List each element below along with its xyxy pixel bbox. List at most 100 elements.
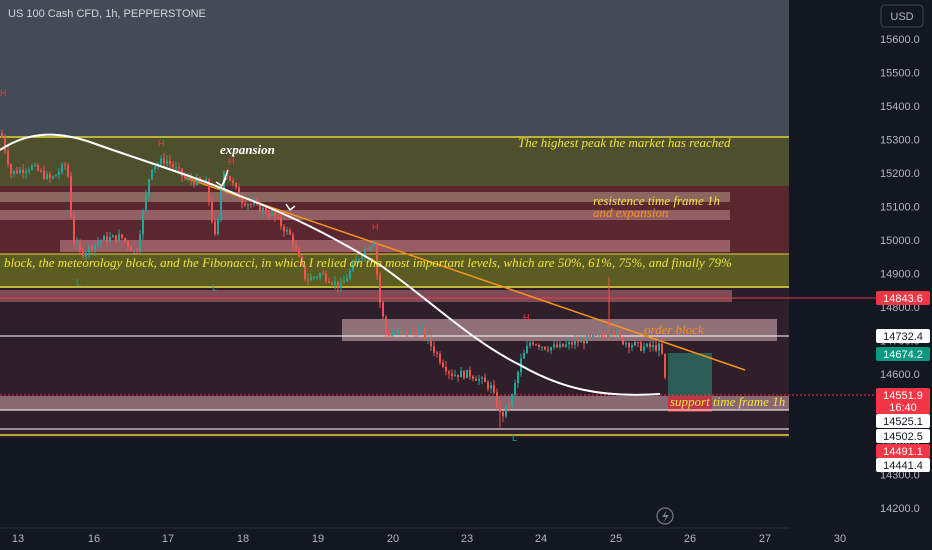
candle-body [196, 177, 198, 185]
candle-body [427, 337, 429, 339]
candle-body [442, 362, 444, 367]
annotation-peak: The highest peak the market has reached [518, 135, 731, 150]
candle-body [229, 175, 231, 181]
candle-body [535, 344, 537, 346]
y-tick-label: 15400.0 [880, 101, 920, 113]
candle-body [145, 193, 147, 211]
candle-body [472, 376, 474, 379]
candle-body [469, 369, 471, 377]
lightning-bolt-icon [662, 510, 669, 523]
order-block-box [342, 319, 777, 341]
candle-body [625, 343, 627, 345]
candle-body [523, 353, 525, 359]
candle-body [127, 241, 129, 247]
candle-body [325, 273, 327, 282]
candle-body [433, 346, 435, 353]
price-tag [876, 429, 930, 443]
pivot-labels: H L H L H H H H L [0, 88, 617, 443]
candle-body [409, 330, 411, 335]
candle-body [274, 212, 276, 218]
candle-body [457, 374, 459, 378]
candle-body [640, 342, 642, 351]
candle-body [556, 344, 558, 348]
candle-body [37, 164, 39, 171]
price-tag-label: 14441.4 [883, 460, 923, 472]
candle-body [376, 243, 378, 275]
candle-body [175, 167, 177, 169]
candle-body [124, 237, 126, 242]
stop-box [668, 396, 712, 412]
candle-body [25, 171, 27, 173]
resistance-band-2 [0, 210, 730, 220]
price-tag [876, 444, 930, 458]
candle-body [19, 169, 21, 174]
candle-body [418, 329, 420, 336]
resistance-band-3 [60, 240, 730, 252]
x-tick-label: 17 [162, 533, 174, 545]
target-box [668, 353, 712, 396]
candle-body [115, 235, 117, 242]
candle-body [454, 374, 456, 377]
candle-body [199, 177, 201, 181]
candle-body [505, 405, 507, 417]
candle-body [211, 202, 213, 222]
candle-body [148, 179, 150, 194]
pivot-label: L [512, 433, 517, 443]
currency-button[interactable] [880, 4, 924, 28]
candle-body [316, 276, 318, 278]
candle-body [181, 168, 183, 177]
candle-body [412, 330, 414, 332]
time-axis[interactable]: 13 16 17 18 19 20 23 24 25 26 27 30 [0, 527, 846, 545]
candle-body [262, 207, 264, 212]
candle-body [118, 234, 120, 242]
candle-body [205, 179, 207, 183]
candle-body [394, 333, 396, 335]
candle-body [583, 338, 585, 344]
candle-body [364, 249, 366, 257]
trendline [185, 177, 746, 371]
candle-body [484, 377, 486, 383]
candle-body [112, 235, 114, 238]
candle-body [289, 229, 291, 235]
candle-body [277, 217, 279, 219]
pivot-label: H [0, 88, 7, 98]
candle-body [85, 252, 87, 257]
candle-body [478, 378, 480, 381]
lightning-icon[interactable] [656, 507, 674, 525]
candle-body [310, 277, 312, 281]
price-tag [876, 291, 930, 305]
candle-body [31, 165, 33, 170]
candle-body [529, 342, 531, 347]
candle-body [169, 160, 171, 165]
candle-body [292, 234, 294, 246]
y-tick-label: 15600.0 [880, 34, 920, 46]
fib-zone [0, 254, 789, 288]
candle-body [565, 344, 567, 347]
candle-body [286, 229, 288, 232]
candle-body [76, 242, 78, 244]
currency-label: USD [890, 11, 913, 23]
candle-body [250, 204, 252, 206]
y-tick-label: 14300.0 [880, 470, 920, 482]
y-tick-label: 14800.0 [880, 302, 920, 314]
candle-body [22, 169, 24, 173]
candle-body [271, 212, 273, 216]
price-tag [876, 347, 930, 361]
candle-body [415, 331, 417, 336]
price-tag-label: 14551.9 [883, 390, 923, 402]
candle-body [7, 151, 9, 165]
price-tag-label: 14525.1 [883, 416, 923, 428]
candle-body [109, 237, 111, 242]
price-tag-label: 14843.6 [883, 293, 923, 305]
price-tag-countdown: 16:40 [889, 402, 917, 414]
candle-body [424, 328, 426, 339]
candle-body [139, 234, 141, 251]
x-tick-label: 30 [834, 533, 846, 545]
candle-body [610, 331, 612, 334]
candle-body [358, 258, 360, 261]
price-tags: 14843.6 14732.4 14674.2 14551.916:40 14525.1… [876, 291, 930, 472]
candle-body [496, 392, 498, 409]
candle-body [595, 335, 597, 337]
